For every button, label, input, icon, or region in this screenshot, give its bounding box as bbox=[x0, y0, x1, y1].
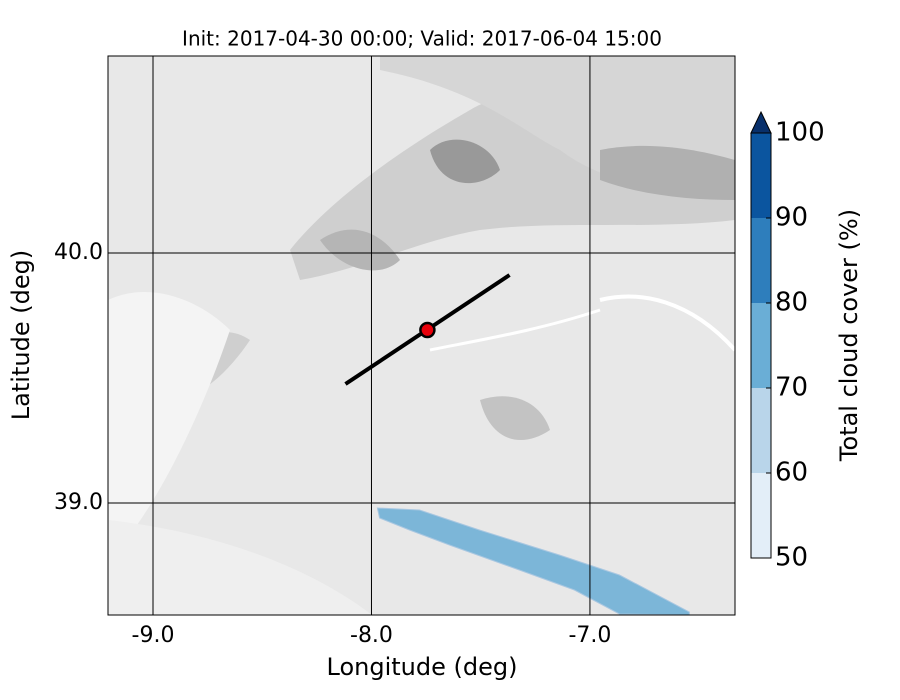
colorbar-tick-label: 70 bbox=[775, 373, 808, 403]
x-tick-label: -8.0 bbox=[350, 623, 393, 648]
colorbar-band bbox=[751, 218, 771, 303]
colorbar-band bbox=[751, 133, 771, 218]
colorbar-tick-label: 50 bbox=[775, 543, 808, 573]
colorbar-label: Total cloud cover (%) bbox=[835, 209, 863, 462]
title: Init: 2017-04-30 00:00; Valid: 2017-06-0… bbox=[182, 27, 662, 51]
plot-frame bbox=[107, 55, 736, 616]
colorbar-tick-label: 80 bbox=[775, 288, 808, 318]
y-tick-label: 40.0 bbox=[54, 240, 103, 265]
x-axis-label: Longitude (deg) bbox=[327, 653, 518, 681]
colorbar-tick-label: 60 bbox=[775, 458, 808, 488]
colorbar-tick-label: 100 bbox=[775, 118, 825, 148]
colorbar-band bbox=[751, 388, 771, 473]
colorbar-extend bbox=[750, 110, 772, 134]
colorbar-frame bbox=[750, 132, 772, 559]
y-tick-label: 39.0 bbox=[54, 490, 103, 515]
x-tick-label: -9.0 bbox=[132, 623, 175, 648]
x-tick-label: -7.0 bbox=[568, 623, 611, 648]
colorbar-band bbox=[751, 303, 771, 388]
colorbar-band bbox=[751, 473, 771, 558]
colorbar-tick-label: 90 bbox=[775, 203, 808, 233]
y-axis-label: Latitude (deg) bbox=[7, 250, 35, 420]
site-marker bbox=[419, 321, 436, 339]
plot-area bbox=[108, 56, 735, 615]
